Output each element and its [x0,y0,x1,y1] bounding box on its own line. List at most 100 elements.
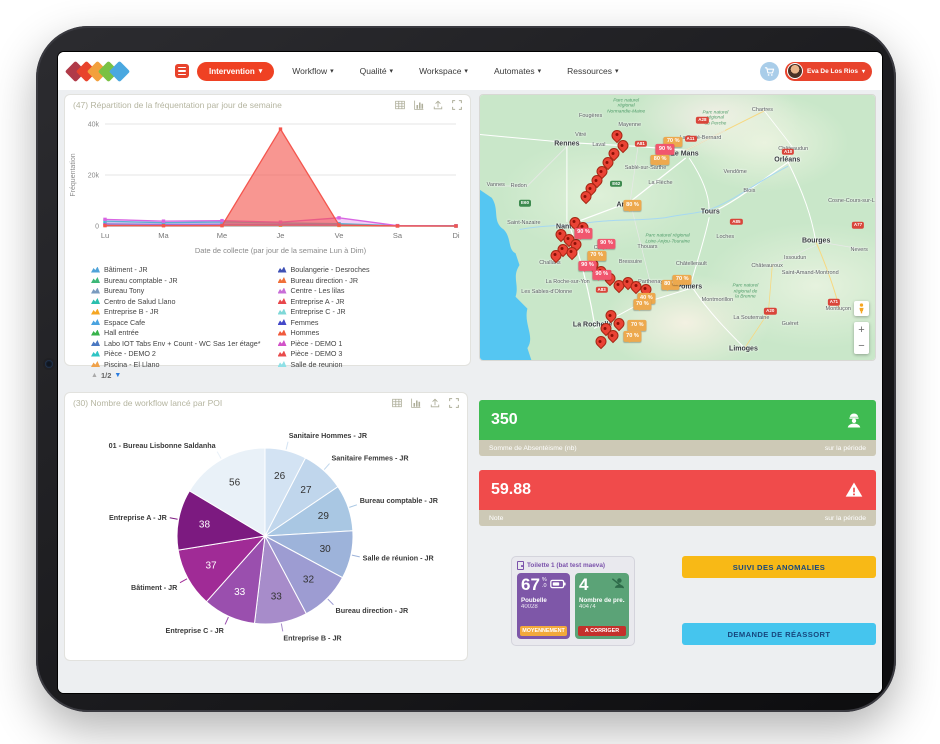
map-panel[interactable]: Parc naturel régional du Perche Parc natu… [479,94,876,361]
map-percentage-badge[interactable]: 90 % [592,269,612,281]
map-pin-marker[interactable] [602,308,619,324]
table-view-icon[interactable] [392,398,402,408]
export-icon[interactable] [430,398,440,408]
map-percentage-badge[interactable]: 80 % [650,154,670,166]
map-pin-marker[interactable] [604,327,621,344]
map-pin-marker[interactable] [561,231,577,248]
city-label: Issoudun [784,254,807,261]
export-icon[interactable] [433,100,443,110]
legend-item[interactable]: Entreprise B - JR [91,307,278,316]
legend-item[interactable]: Femmes [277,318,465,327]
user-name: Eva De Los Rios [807,67,858,75]
demande-reassort-button[interactable]: DEMANDE DE RÉASSORT [682,623,876,645]
legend-item[interactable]: Labo IOT Tabs Env + Count - WC Sas 1er é… [91,339,278,348]
map-percentage-badge[interactable]: 70 % [627,319,647,332]
map-pin-marker[interactable] [574,219,591,236]
map-percentage-badge[interactable]: 90 % [597,238,616,250]
nav-item-qualité[interactable]: Qualité ▾ [360,66,393,76]
pie-slice-label: Sanitaire Femmes - JR [332,453,410,462]
map-percentage-badge[interactable]: 80 % [623,199,642,212]
map-pin-marker[interactable] [555,241,571,258]
user-menu[interactable]: Eva De Los Rios ▾ [785,61,872,81]
map-pin-marker[interactable] [619,274,636,290]
legend-item[interactable]: Bureau comptable - JR [91,276,278,285]
road-shield: A28 [696,116,709,124]
chart-view-icon[interactable] [414,100,424,110]
legend-item-label: Bureau direction - JR [290,275,359,285]
pie-slice-label: Entreprise A - JR [109,513,168,522]
map-pin-marker[interactable] [553,226,569,243]
map-percentage-badge[interactable]: 70 % [672,274,692,286]
legend-item[interactable]: Piscina - El Llano [91,360,278,369]
map-pin-marker[interactable] [593,333,609,350]
legend-item[interactable]: Entreprise A - JR [277,297,465,306]
nav-item-label: Ressources [567,66,612,76]
nav-item-workflow[interactable]: Workflow ▾ [292,66,333,76]
map-percentage-badge[interactable]: 70 % [587,250,606,262]
map-percentage-badge[interactable]: 80 % [661,279,680,291]
legend-item[interactable]: Bureau direction - JR [277,275,465,285]
legend-item[interactable]: Bureau Tony [91,286,278,295]
kpi-period: sur la période [824,514,866,522]
legend-item[interactable]: Centro de Salud Llano [91,297,278,306]
map-pin-marker[interactable] [548,247,564,263]
city-label: Bressuire [618,258,643,265]
legend-page-down-icon[interactable]: ▼ [114,371,122,379]
series-swatch-icon [91,361,100,367]
pie-slice-value: 27 [300,485,312,496]
zoom-in-button[interactable]: + [858,324,865,336]
intervention-menu-button[interactable]: Intervention ▾ [197,61,275,81]
map-pin-marker[interactable] [599,155,616,171]
suivi-anomalies-button[interactable]: SUIVI DES ANOMALIES [682,556,876,578]
legend-item[interactable]: Centre - Les lilas [277,286,465,295]
map-percentage-badge[interactable]: 90 % [578,260,597,272]
map-pin-marker[interactable] [597,321,614,337]
poi-tile-poubelle[interactable]: 67% .0 Poubelle 40028 MOYENNEMENT [517,573,570,639]
legend-item[interactable]: Pièce - DEMO 3 [277,349,465,358]
map-pin-marker[interactable] [605,146,622,162]
legend-item[interactable]: Bâtiment - JR [91,265,278,274]
map-percentage-badge[interactable]: 90 % [574,227,593,239]
nav-item-workspace[interactable]: Workspace ▾ [419,66,468,76]
chart-view-icon[interactable] [411,398,421,408]
hamburger-menu-icon[interactable] [175,64,189,78]
legend-item[interactable]: Entreprise C - JR [277,307,465,316]
map-pin-marker[interactable] [593,164,610,180]
fullscreen-icon[interactable] [452,100,462,110]
map-pin-marker[interactable] [567,236,584,253]
map-pin-marker[interactable] [588,173,605,189]
map-pin-marker[interactable] [628,278,645,294]
poi-tile-presence[interactable]: 4 Nombre de pre... 40474 A CORRIGER [575,573,629,639]
legend-item[interactable]: Salle de reunion [277,360,465,369]
legend-item[interactable]: Hall entrée [91,328,278,337]
map-pin-marker[interactable] [563,244,580,260]
map-percentage-badge[interactable]: 70 % [623,330,642,343]
nav-item-automates[interactable]: Automates ▾ [494,66,541,76]
legend-page-up-icon[interactable]: ▲ [91,371,98,379]
table-view-icon[interactable] [395,100,405,110]
map-pin-marker[interactable] [637,281,654,297]
zoom-out-button[interactable]: − [858,340,865,352]
chart-legend: Bâtiment - JR Boulangerie - Desroches Bure… [65,263,470,369]
nav-item-ressources[interactable]: Ressources ▾ [567,66,618,76]
legend-item[interactable]: Hommes [277,328,465,337]
map-pin-marker[interactable] [609,127,626,143]
map-percentage-badge[interactable]: 70 % [633,299,652,311]
street-view-pegman-button[interactable] [854,301,869,316]
map-pin-marker[interactable] [567,214,583,230]
legend-item[interactable]: Pièce - DEMO 2 [91,349,278,358]
legend-item[interactable]: Pièce - DEMO 1 [277,339,465,348]
map-percentage-badge[interactable]: 90 % [655,144,675,156]
map-pin-marker[interactable] [610,277,627,293]
legend-item[interactable]: Espace Cafe [91,318,278,327]
legend-item[interactable]: Boulangerie - Desroches [277,265,465,274]
map-overlays: Parc naturel régional du Perche Parc natu… [480,95,875,360]
map-pin-marker[interactable] [610,315,627,332]
cart-button[interactable] [760,61,780,81]
map-pin-marker[interactable] [582,181,599,197]
park-label: Parc naturel régional Loire-Anjou-Tourai… [645,233,690,245]
fullscreen-icon[interactable] [449,398,459,408]
map-pin-marker[interactable] [578,188,594,205]
map-pin-marker[interactable] [614,138,631,154]
pie-slice[interactable] [188,447,266,537]
